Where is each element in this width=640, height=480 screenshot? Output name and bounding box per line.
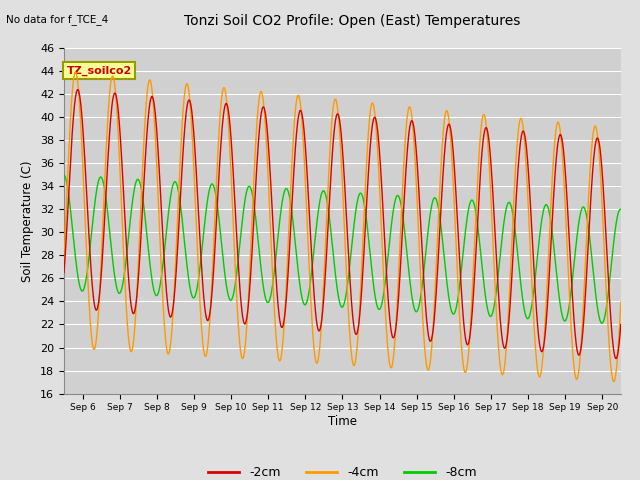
-2cm: [104, 165, 111, 170]
-4cm: [104, 122, 111, 128]
Line: -8cm: -8cm: [64, 175, 621, 324]
Line: -4cm: -4cm: [64, 72, 621, 382]
-2cm: [74, 87, 81, 93]
-2cm: [297, 108, 305, 113]
-4cm: [308, 321, 316, 326]
-8cm: [308, 268, 316, 274]
-4cm: [60, 257, 68, 263]
-8cm: [126, 222, 134, 228]
-8cm: [598, 321, 605, 326]
-4cm: [617, 299, 625, 305]
Legend: -2cm, -4cm, -8cm: -2cm, -4cm, -8cm: [204, 461, 481, 480]
-8cm: [377, 304, 385, 310]
-2cm: [318, 313, 326, 319]
-4cm: [378, 221, 385, 227]
-4cm: [318, 310, 326, 315]
-2cm: [60, 270, 68, 276]
-8cm: [103, 204, 111, 210]
Line: -2cm: -2cm: [64, 90, 621, 359]
-8cm: [60, 172, 68, 178]
-2cm: [308, 261, 316, 267]
-4cm: [126, 347, 134, 352]
Text: Tonzi Soil CO2 Profile: Open (East) Temperatures: Tonzi Soil CO2 Profile: Open (East) Temp…: [184, 14, 520, 28]
-2cm: [378, 175, 385, 181]
-2cm: [126, 294, 134, 300]
-4cm: [610, 379, 618, 384]
-8cm: [617, 206, 625, 212]
-8cm: [318, 190, 326, 196]
Y-axis label: Soil Temperature (C): Soil Temperature (C): [22, 160, 35, 282]
-4cm: [72, 69, 79, 75]
-2cm: [617, 322, 625, 327]
X-axis label: Time: Time: [328, 415, 357, 428]
-4cm: [297, 103, 305, 109]
Text: TZ_soilco2: TZ_soilco2: [67, 65, 132, 75]
Text: No data for f_TCE_4: No data for f_TCE_4: [6, 14, 109, 25]
-2cm: [612, 356, 620, 361]
-8cm: [296, 285, 304, 290]
